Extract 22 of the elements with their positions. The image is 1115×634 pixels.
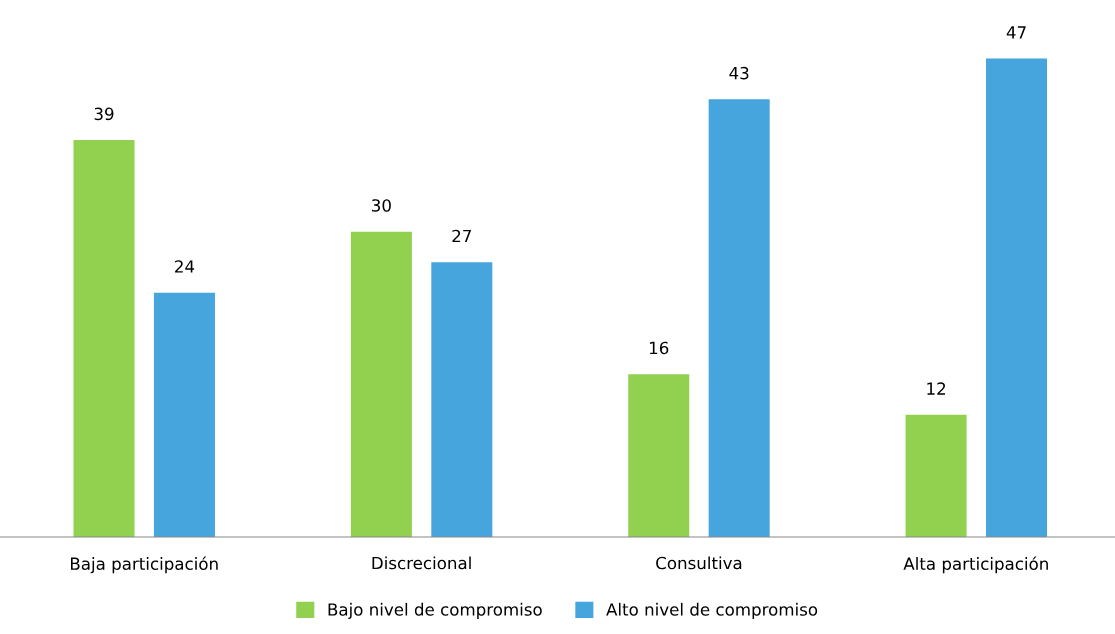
data-label: 43 xyxy=(729,66,749,80)
legend-label: Bajo nivel de compromiso xyxy=(328,602,542,619)
bar xyxy=(986,58,1048,537)
x-tick-label: Baja participación xyxy=(70,556,218,574)
bar xyxy=(73,140,135,537)
data-label: 39 xyxy=(94,107,114,121)
x-tick-label: Consultiva xyxy=(656,556,742,570)
bar xyxy=(350,231,412,537)
data-label: 47 xyxy=(1006,26,1026,39)
data-label: 16 xyxy=(649,341,669,355)
bar xyxy=(628,374,690,537)
data-label: 27 xyxy=(452,229,471,243)
bar xyxy=(153,292,215,537)
data-label: 30 xyxy=(372,199,391,212)
data-label: 12 xyxy=(927,382,946,395)
bar xyxy=(431,262,493,537)
bar xyxy=(708,99,770,537)
x-tick-label: Alta participación xyxy=(903,556,1048,574)
legend-label: Alto nivel de compromiso xyxy=(606,602,818,619)
x-tick-label: Discrecional xyxy=(372,556,471,570)
bar xyxy=(905,414,967,537)
data-label: 24 xyxy=(175,260,195,273)
